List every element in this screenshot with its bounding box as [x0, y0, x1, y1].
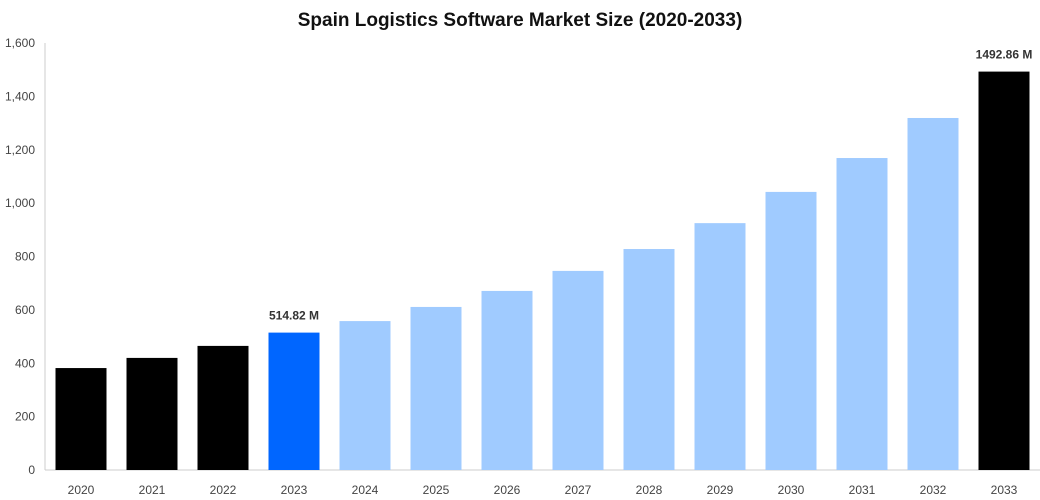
x-tick-label: 2028 [636, 483, 663, 497]
x-tick-label: 2024 [352, 483, 379, 497]
bar-2024 [339, 321, 391, 470]
x-tick-label: 2033 [991, 483, 1018, 497]
x-tick-label: 2027 [565, 483, 592, 497]
y-tick-label: 200 [15, 410, 35, 424]
bar-2022 [197, 345, 249, 470]
x-axis: 2020 2021 2022 2023 2024 2025 2026 2027 2028 2029… [68, 483, 1018, 497]
bar-2026 [481, 290, 533, 470]
bar-2020 [55, 368, 107, 470]
y-tick-label: 1,000 [5, 196, 35, 210]
x-tick-label: 2025 [423, 483, 450, 497]
x-tick-label: 2022 [210, 483, 237, 497]
bar-2023 [268, 332, 320, 470]
x-tick-label: 2031 [849, 483, 876, 497]
bar-2027 [552, 270, 604, 470]
bar-2030 [765, 191, 817, 470]
y-tick-label: 1,200 [5, 143, 35, 157]
x-tick-label: 2029 [707, 483, 734, 497]
x-tick-label: 2021 [139, 483, 166, 497]
y-tick-label: 600 [15, 303, 35, 317]
y-axis: 0 200 400 600 800 1,000 1,200 1,400 1,600 [5, 36, 35, 477]
x-tick-label: 2032 [920, 483, 947, 497]
bar-2033 [978, 71, 1030, 470]
y-tick-label: 400 [15, 356, 35, 370]
x-tick-label: 2023 [281, 483, 308, 497]
data-label: 514.82 M [269, 309, 319, 323]
bars: 514.82 M 1492.86 M [55, 48, 1033, 470]
x-tick-label: 2026 [494, 483, 521, 497]
bar-2028 [623, 249, 675, 470]
y-tick-label: 0 [28, 463, 35, 477]
y-tick-label: 800 [15, 250, 35, 264]
bar-2029 [694, 223, 746, 470]
y-tick-label: 1,400 [5, 89, 35, 103]
bar-2021 [126, 357, 178, 470]
x-tick-label: 2020 [68, 483, 95, 497]
y-tick-label: 1,600 [5, 36, 35, 50]
x-tick-label: 2030 [778, 483, 805, 497]
bar-2032 [907, 117, 959, 470]
bar-2031 [836, 158, 888, 470]
chart-title: Spain Logistics Software Market Size (20… [298, 10, 743, 31]
bar-2025 [410, 306, 462, 470]
data-label: 1492.86 M [976, 48, 1033, 62]
